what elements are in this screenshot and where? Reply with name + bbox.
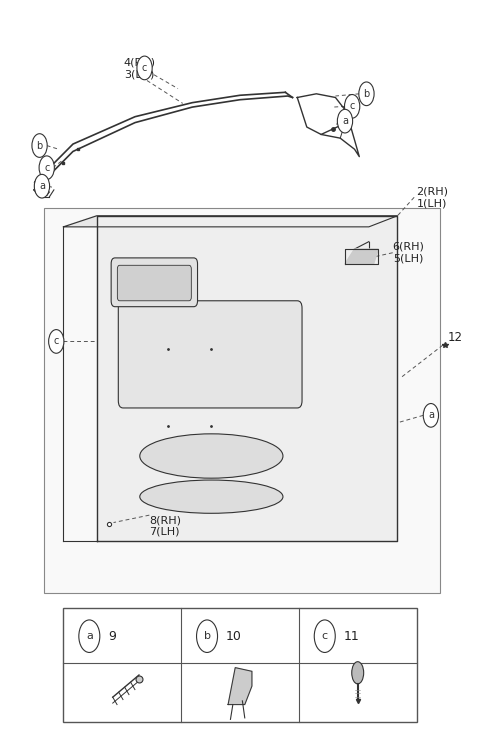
Polygon shape (228, 668, 252, 705)
Text: c: c (44, 162, 49, 173)
FancyBboxPatch shape (118, 301, 302, 408)
Circle shape (314, 620, 335, 652)
Text: a: a (342, 116, 348, 126)
Text: 8(RH)
7(LH): 8(RH) 7(LH) (149, 515, 181, 536)
Text: 10: 10 (226, 630, 242, 643)
Polygon shape (135, 323, 288, 338)
Circle shape (48, 329, 64, 353)
Text: c: c (54, 336, 59, 347)
Text: a: a (39, 181, 45, 191)
Circle shape (345, 94, 360, 118)
FancyBboxPatch shape (117, 266, 192, 301)
Ellipse shape (140, 480, 283, 513)
FancyBboxPatch shape (111, 258, 198, 306)
Text: a: a (428, 410, 434, 421)
Text: 6(RH)
5(LH): 6(RH) 5(LH) (393, 242, 425, 263)
Circle shape (39, 156, 54, 180)
Text: 9: 9 (108, 630, 116, 643)
Polygon shape (345, 249, 378, 264)
Circle shape (337, 109, 353, 133)
Polygon shape (97, 216, 397, 541)
Text: 11: 11 (344, 630, 360, 643)
Text: 12: 12 (447, 331, 463, 344)
Circle shape (359, 82, 374, 105)
Ellipse shape (140, 434, 283, 478)
Text: b: b (363, 89, 370, 99)
Bar (63, 608, 417, 722)
Circle shape (79, 620, 100, 652)
Text: 4(RH)
3(LH): 4(RH) 3(LH) (124, 57, 156, 79)
Text: 2(RH)
1(LH): 2(RH) 1(LH) (417, 186, 449, 208)
Ellipse shape (352, 662, 364, 684)
Text: b: b (36, 140, 43, 151)
Circle shape (34, 174, 49, 198)
Circle shape (137, 56, 152, 79)
Text: c: c (322, 631, 328, 641)
Text: c: c (349, 102, 355, 111)
Polygon shape (63, 216, 397, 227)
Text: a: a (86, 631, 93, 641)
Circle shape (196, 620, 217, 652)
Circle shape (32, 134, 47, 157)
Text: c: c (142, 63, 147, 73)
Circle shape (423, 404, 439, 427)
Bar (44, 209, 441, 593)
Text: b: b (204, 631, 211, 641)
Polygon shape (63, 216, 97, 227)
